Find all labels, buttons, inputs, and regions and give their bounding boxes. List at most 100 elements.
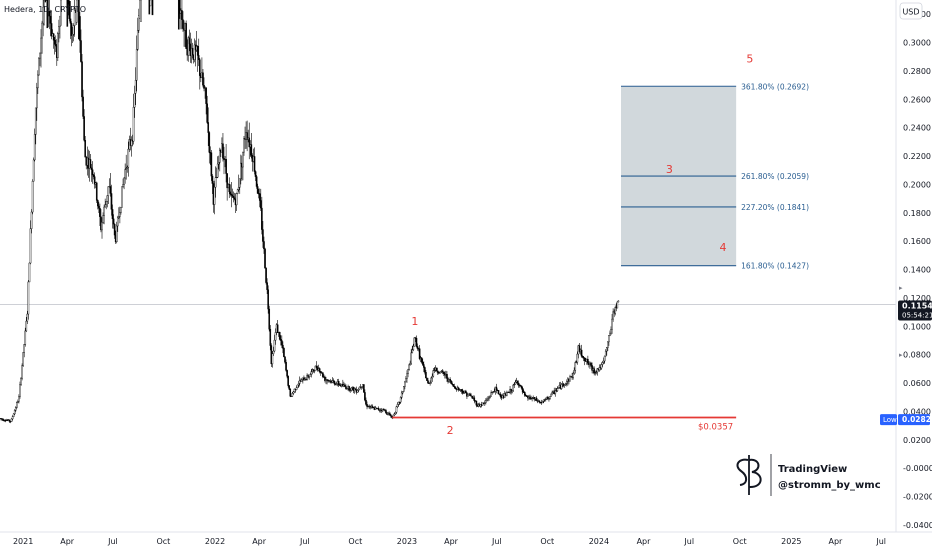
candle-body [432, 370, 435, 377]
candle-body [439, 371, 442, 374]
candle-body [429, 382, 431, 384]
currency-button[interactable]: USD [899, 2, 923, 20]
candle-body [246, 132, 248, 140]
candle-body [250, 144, 253, 156]
candle-body [44, 0, 47, 3]
candle-body [97, 200, 99, 207]
candle-body [486, 399, 488, 401]
candle-body [398, 401, 401, 403]
candle-body [107, 186, 110, 196]
candle-body [449, 378, 451, 382]
candle-body [461, 391, 464, 394]
candle-body [46, 0, 49, 29]
candle-body [454, 386, 457, 389]
candle-body [404, 381, 406, 387]
candle-body [604, 350, 607, 357]
x-tick-label: 2021 [13, 537, 33, 546]
candle-body [423, 364, 425, 368]
candle-body [535, 397, 538, 401]
candle-body [13, 410, 16, 415]
x-tick-label: Apr [637, 537, 652, 546]
candle-body [283, 348, 285, 358]
y-tick-label: 0.3000 [903, 39, 931, 48]
support-line-group[interactable]: $0.0357 [392, 416, 737, 433]
candle-body [541, 401, 544, 404]
candle-body [350, 387, 353, 391]
candle-body [262, 229, 264, 242]
candle-body [112, 218, 115, 225]
candle-body [385, 410, 387, 414]
candle-body [121, 186, 123, 208]
candle-body [484, 402, 486, 404]
candle-body [284, 356, 286, 363]
candle-body [1, 418, 3, 420]
scroll-up-icon[interactable]: ▸ [899, 284, 903, 292]
candle-body [196, 46, 199, 56]
candle-body [409, 362, 411, 366]
candle-body [519, 385, 522, 387]
candle-body [39, 52, 41, 59]
candle-body [523, 391, 526, 396]
y-tick-label: -0.0200 [903, 493, 932, 502]
candle-body [286, 370, 288, 377]
y-tick-label: -0.0000 [903, 464, 932, 473]
candle-body [57, 33, 59, 58]
candle-body [83, 116, 85, 141]
candle-body [260, 200, 262, 209]
x-tick-label: Apr [828, 537, 843, 546]
candle-body [93, 176, 96, 185]
candle-body [22, 352, 24, 366]
candle-body [75, 0, 78, 23]
candle-body [111, 209, 114, 220]
candle-body [177, 0, 180, 30]
fibonacci-extension[interactable]: 361.80% (0.2692) 261.80% (0.2059) 227.20% … [620, 82, 809, 271]
y-tick-label: 0.0200 [903, 436, 931, 445]
candle-body [433, 369, 436, 371]
x-tick-label: Oct [156, 537, 170, 546]
candle-body [109, 186, 112, 194]
candle-body [253, 156, 256, 172]
candle-body [393, 413, 396, 416]
current-price-tag: 0.1154 05:54:21 [898, 300, 932, 321]
candle-body [133, 93, 136, 108]
candle-body [263, 241, 265, 250]
candle-body [265, 267, 267, 283]
candle-body [279, 339, 282, 341]
y-tick-label: 0.1600 [903, 237, 931, 246]
candle-body [493, 390, 496, 392]
x-tick-label: 2023 [397, 537, 417, 546]
scroll-down-icon[interactable]: ▸ [899, 351, 903, 359]
candle-body [514, 381, 517, 385]
candle-body [442, 371, 445, 375]
candle-body [513, 384, 516, 386]
candle-body [452, 384, 455, 387]
candle-body [207, 122, 210, 133]
x-axis[interactable]: 2021 Apr Jul Oct 2022 Apr Jul Oct 2023 Apr Jul Oct 2… [13, 537, 886, 546]
watermark-line2: @stromm_by_wmc [778, 480, 881, 491]
candle-body [425, 372, 427, 379]
candle-body [16, 402, 18, 408]
candle-body [446, 374, 448, 379]
candle-body [27, 281, 30, 315]
candle-body [397, 401, 400, 405]
candle-body [377, 407, 380, 411]
candle-body [120, 207, 122, 213]
candle-body [31, 181, 34, 213]
candle-body [467, 394, 469, 397]
candle-body [29, 228, 32, 264]
candle-body [545, 398, 547, 400]
candle-body [30, 211, 33, 229]
candle-body [411, 349, 414, 354]
candle-body [427, 380, 429, 384]
candle-body [550, 393, 552, 397]
y-axis[interactable]: 0.32000.30000.28000.26000.24000.22000.20… [903, 10, 932, 530]
candle-body [26, 313, 29, 322]
candle-body [566, 381, 568, 384]
candle-body [223, 158, 225, 160]
y-tick-label: 0.2800 [903, 67, 931, 76]
low-label: Low [883, 416, 897, 424]
candle-body [516, 380, 519, 384]
candle-body [426, 377, 428, 381]
candle-body [272, 350, 275, 355]
